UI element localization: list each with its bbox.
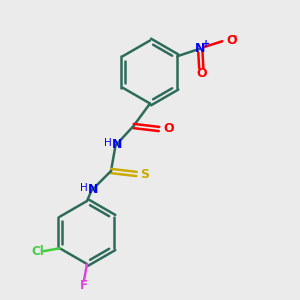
Text: Cl: Cl (32, 245, 44, 258)
Text: F: F (80, 279, 88, 292)
Text: S: S (140, 167, 149, 181)
Text: O: O (226, 34, 237, 47)
Text: H: H (80, 183, 88, 193)
Text: O: O (163, 122, 173, 136)
Text: N: N (112, 138, 122, 151)
Text: O: O (196, 67, 207, 80)
Text: H: H (104, 138, 112, 148)
Text: +: + (202, 39, 210, 49)
Text: N: N (195, 42, 205, 55)
Text: -: - (231, 30, 236, 43)
Text: N: N (88, 183, 98, 196)
